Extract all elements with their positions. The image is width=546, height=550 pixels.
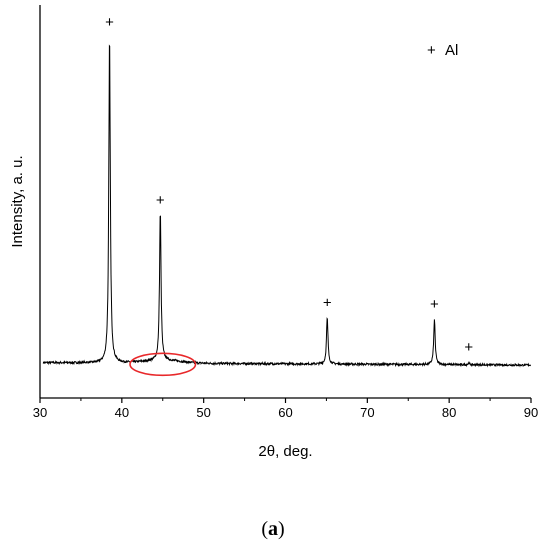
xrd-chart: 30 40 50 60 70 80 90 + + + + + 2θ, deg. Intensity,… [9,5,538,460]
peak-marker: + [430,296,439,313]
y-axis-label: Intensity, a. u. [9,155,26,247]
figure-caption: (a) [261,518,285,540]
series [42,44,532,368]
peak-marker: + [464,339,473,356]
axes [39,5,531,399]
annotations [129,352,197,377]
peak-marker: + [156,192,165,209]
legend-label: Al [445,42,458,59]
x-tick-label: 30 [33,405,47,420]
x-tick-label: 60 [278,405,292,420]
x-axis-label: 2θ, deg. [258,443,312,460]
peak-marker: + [105,14,114,31]
legend-marker: + [427,42,436,59]
peak-markers: + + + + + [105,14,473,356]
x-tick-label: 90 [524,405,538,420]
caption-label: a [268,518,278,540]
x-tick-label: 70 [360,405,374,420]
diffraction-line [42,44,532,368]
x-ticks: 30 40 50 60 70 80 90 [33,398,538,420]
peak-marker: + [323,294,332,311]
x-tick-label: 50 [196,405,210,420]
highlight-ellipse [129,352,197,377]
legend: + Al [427,42,458,59]
x-tick-label: 80 [442,405,456,420]
x-tick-label: 40 [115,405,129,420]
